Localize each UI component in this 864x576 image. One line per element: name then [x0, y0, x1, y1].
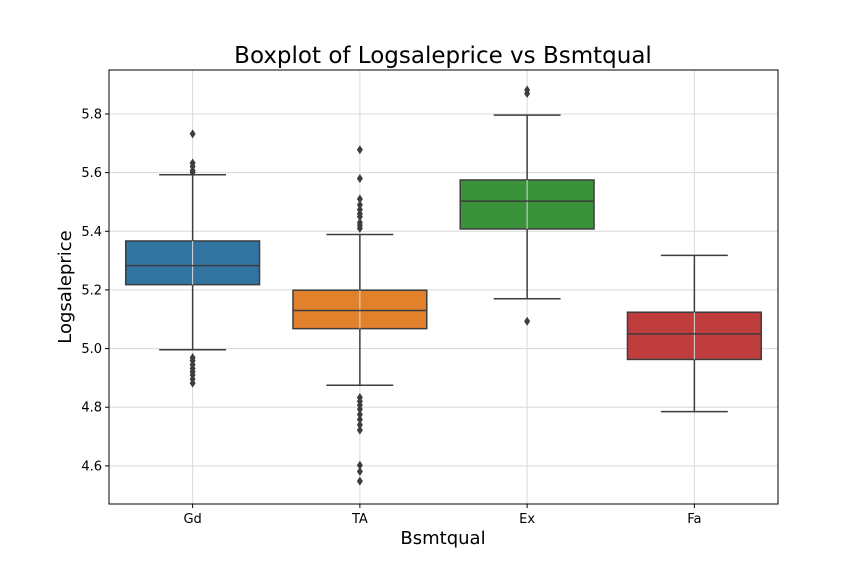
box-group-fa: [626, 254, 763, 413]
outlier-point: [189, 129, 196, 139]
x-tick-label: TA: [351, 512, 368, 527]
x-tick-label: Fa: [687, 512, 701, 527]
outlier-point: [356, 194, 363, 204]
x-tick-label: Ex: [519, 512, 535, 527]
box-group-ex: [459, 85, 595, 326]
outlier-point: [356, 410, 363, 420]
outlier-point: [356, 460, 363, 470]
box-group-gd: [124, 129, 261, 388]
box-series: [124, 85, 763, 486]
box-group-ta: [292, 145, 428, 486]
plot-frame: [108, 69, 779, 505]
outlier-point: [356, 425, 363, 435]
outlier-point: [356, 223, 363, 233]
y-tick-label: 5.4: [81, 225, 102, 240]
outlier-point: [189, 167, 196, 177]
x-tick-label: Gd: [183, 512, 201, 527]
y-tick-label: 5.0: [81, 342, 102, 357]
y-tick-label: 4.8: [81, 401, 102, 416]
outlier-point: [524, 88, 531, 98]
grid-lines: [109, 70, 778, 504]
chart-title: Boxplot of Logsaleprice vs Bsmtqual: [234, 43, 652, 69]
y-axis-label: Logsaleprice: [55, 230, 76, 343]
outlier-point: [356, 404, 363, 414]
outlier-point: [356, 200, 363, 210]
y-tick-label: 5.6: [81, 166, 102, 181]
outlier-point: [356, 145, 363, 155]
outlier-point: [189, 378, 196, 388]
outlier-point: [356, 415, 363, 425]
outlier-point: [356, 466, 363, 476]
outlier-point: [356, 212, 363, 222]
outlier-point: [524, 316, 531, 326]
outlier-point: [356, 174, 363, 183]
y-axis-ticks: 4.6 4.8 5.0 5.2 5.4 5.6 5.8: [81, 107, 109, 474]
y-tick-label: 5.8: [81, 107, 102, 122]
y-tick-label: 5.2: [81, 283, 102, 298]
x-axis-label: Bsmtqual: [400, 528, 485, 549]
outlier-point: [356, 420, 363, 430]
outlier-point: [356, 476, 363, 486]
x-axis-ticks: Gd TA Ex Fa: [183, 504, 702, 527]
y-tick-label: 4.6: [81, 459, 102, 474]
